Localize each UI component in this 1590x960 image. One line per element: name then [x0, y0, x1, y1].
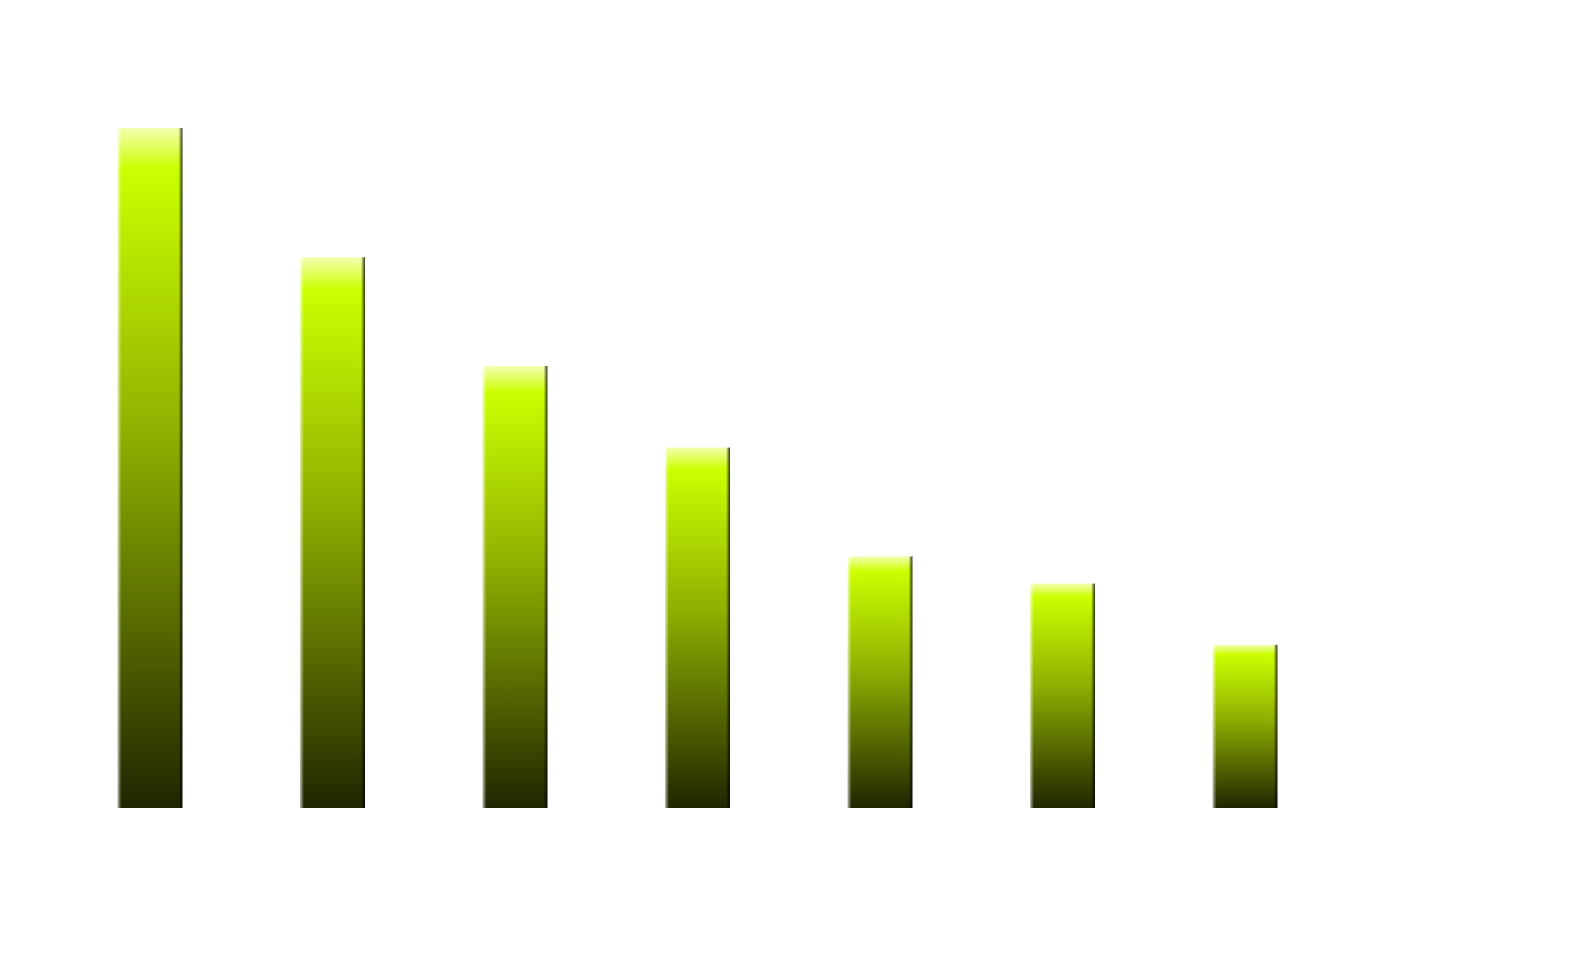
chart	[117, 128, 1278, 808]
page: (() => { const data = JSON.parse(documen…	[117, 128, 1278, 808]
